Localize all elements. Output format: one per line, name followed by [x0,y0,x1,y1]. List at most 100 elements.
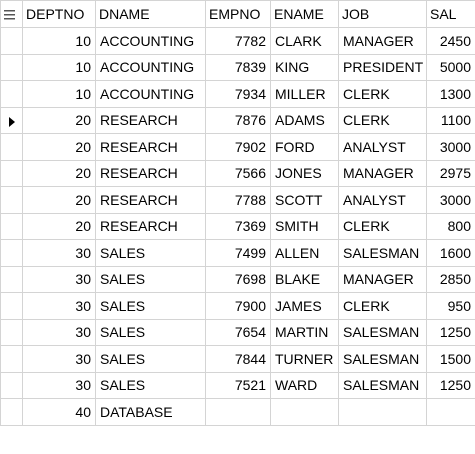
cell-ename[interactable]: JAMES [270,292,339,320]
cell-empno[interactable]: 7876 [205,106,271,134]
cell-sal[interactable]: 1500 [426,345,475,373]
cell-sal[interactable]: 1250 [426,371,475,399]
table-row[interactable]: 10 ACCOUNTING 7934 MILLER CLERK 1300 [0,80,475,108]
cell-empno[interactable]: 7499 [205,239,271,267]
cell-deptno[interactable]: 30 [22,265,96,293]
cell-empno[interactable]: 7521 [205,371,271,399]
cell-dname[interactable]: SALES [95,345,206,373]
row-selector[interactable] [0,27,23,55]
cell-empno[interactable]: 7902 [205,133,271,161]
cell-dname[interactable]: ACCOUNTING [95,27,206,55]
cell-ename[interactable]: MILLER [270,80,339,108]
cell-ename[interactable]: BLAKE [270,265,339,293]
table-row[interactable]: 30 SALES 7499 ALLEN SALESMAN 1600 [0,239,475,267]
cell-deptno[interactable]: 20 [22,159,96,187]
cell-sal[interactable]: 3000 [426,133,475,161]
cell-ename[interactable] [270,398,339,426]
column-header-empno[interactable]: EMPNO [205,0,271,28]
cell-ename[interactable]: ADAMS [270,106,339,134]
row-selector[interactable] [0,159,23,187]
cell-dname[interactable]: RESEARCH [95,159,206,187]
cell-deptno[interactable]: 20 [22,106,96,134]
cell-job[interactable]: SALESMAN [338,371,427,399]
cell-ename[interactable]: ALLEN [270,239,339,267]
cell-deptno[interactable]: 30 [22,318,96,346]
table-row[interactable]: 20 RESEARCH 7902 FORD ANALYST 3000 [0,133,475,161]
table-row[interactable]: 10 ACCOUNTING 7839 KING PRESIDENT 5000 [0,53,475,81]
cell-empno[interactable]: 7839 [205,53,271,81]
table-row[interactable]: 20 RESEARCH 7369 SMITH CLERK 800 [0,212,475,240]
cell-empno[interactable]: 7566 [205,159,271,187]
cell-dname[interactable]: SALES [95,239,206,267]
cell-dname[interactable]: ACCOUNTING [95,53,206,81]
cell-empno[interactable]: 7788 [205,186,271,214]
cell-sal[interactable]: 3000 [426,186,475,214]
cell-sal[interactable]: 800 [426,212,475,240]
cell-sal[interactable]: 1100 [426,106,475,134]
cell-deptno[interactable]: 10 [22,27,96,55]
cell-job[interactable]: SALESMAN [338,318,427,346]
cell-job[interactable]: PRESIDENT [338,53,427,81]
cell-sal[interactable]: 5000 [426,53,475,81]
row-selector[interactable] [0,106,23,134]
cell-dname[interactable]: SALES [95,318,206,346]
cell-job[interactable]: ANALYST [338,133,427,161]
row-selector[interactable] [0,398,23,426]
cell-sal[interactable]: 1600 [426,239,475,267]
row-selector[interactable] [0,371,23,399]
column-header-deptno[interactable]: DEPTNO [22,0,96,28]
cell-ename[interactable]: WARD [270,371,339,399]
column-header-job[interactable]: JOB [338,0,427,28]
cell-deptno[interactable]: 10 [22,80,96,108]
cell-job[interactable]: ANALYST [338,186,427,214]
cell-dname[interactable]: RESEARCH [95,186,206,214]
cell-dname[interactable]: SALES [95,265,206,293]
table-row[interactable]: 10 ACCOUNTING 7782 CLARK MANAGER 2450 [0,27,475,55]
grid-menu-button[interactable] [0,0,23,28]
cell-deptno[interactable]: 30 [22,239,96,267]
cell-dname[interactable]: ACCOUNTING [95,80,206,108]
cell-ename[interactable]: MARTIN [270,318,339,346]
cell-ename[interactable]: JONES [270,159,339,187]
cell-deptno[interactable]: 40 [22,398,96,426]
cell-deptno[interactable]: 10 [22,53,96,81]
row-selector[interactable] [0,186,23,214]
cell-job[interactable]: MANAGER [338,27,427,55]
cell-sal[interactable]: 1300 [426,80,475,108]
table-row[interactable]: 30 SALES 7654 MARTIN SALESMAN 1250 [0,318,475,346]
cell-dname[interactable]: DATABASE [95,398,206,426]
cell-sal[interactable]: 2975 [426,159,475,187]
cell-sal[interactable] [426,398,475,426]
cell-job[interactable]: MANAGER [338,265,427,293]
cell-deptno[interactable]: 30 [22,292,96,320]
cell-ename[interactable]: CLARK [270,27,339,55]
cell-job[interactable]: CLERK [338,212,427,240]
row-selector[interactable] [0,80,23,108]
cell-dname[interactable]: SALES [95,371,206,399]
table-row[interactable]: 30 SALES 7900 JAMES CLERK 950 [0,292,475,320]
row-selector[interactable] [0,265,23,293]
cell-empno[interactable]: 7698 [205,265,271,293]
cell-sal[interactable]: 950 [426,292,475,320]
cell-empno[interactable]: 7844 [205,345,271,373]
cell-job[interactable] [338,398,427,426]
column-header-dname[interactable]: DNAME [95,0,206,28]
cell-dname[interactable]: RESEARCH [95,133,206,161]
cell-empno[interactable]: 7900 [205,292,271,320]
cell-sal[interactable]: 2450 [426,27,475,55]
cell-dname[interactable]: RESEARCH [95,106,206,134]
cell-ename[interactable]: TURNER [270,345,339,373]
cell-empno[interactable]: 7654 [205,318,271,346]
cell-job[interactable]: CLERK [338,292,427,320]
grid-menu-icon[interactable] [4,10,15,21]
cell-job[interactable]: CLERK [338,80,427,108]
cell-deptno[interactable]: 30 [22,371,96,399]
cell-ename[interactable]: FORD [270,133,339,161]
table-row[interactable]: 20 RESEARCH 7876 ADAMS CLERK 1100 [0,106,475,134]
row-selector[interactable] [0,239,23,267]
cell-sal[interactable]: 1250 [426,318,475,346]
cell-sal[interactable]: 2850 [426,265,475,293]
cell-job[interactable]: MANAGER [338,159,427,187]
cell-empno[interactable] [205,398,271,426]
